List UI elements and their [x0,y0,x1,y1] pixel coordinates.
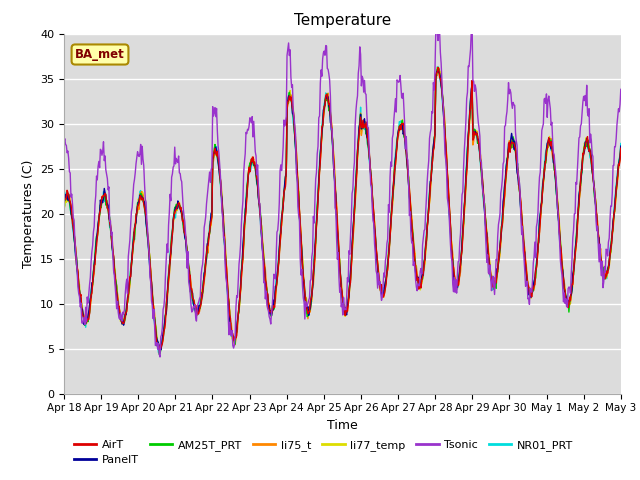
Tsonic [156,354,164,360]
Line: li77_temp: li77_temp [64,67,621,351]
NR01_PRT [411,253,419,259]
AirT [411,258,419,264]
Line: Tsonic: Tsonic [64,24,621,357]
li77_temp [60,206,68,212]
Y-axis label: Temperatures (C): Temperatures (C) [22,159,35,268]
NR01_PRT [155,350,163,356]
PanelT [157,347,164,353]
Tsonic [214,143,222,149]
AM25T_PRT [185,264,193,270]
li77_temp [617,144,625,150]
AirT [434,64,442,70]
li75_t [214,157,222,163]
li77_temp [156,348,163,354]
NR01_PRT [60,191,68,196]
Tsonic [127,209,135,215]
Tsonic [617,86,625,92]
Line: li75_t: li75_t [64,68,621,351]
PanelT [127,264,135,269]
NR01_PRT [428,171,435,177]
Title: Temperature: Temperature [294,13,391,28]
li75_t [411,249,419,255]
PanelT [70,235,78,240]
AM25T_PRT [70,232,78,238]
li77_temp [428,171,435,177]
li75_t [70,230,78,236]
AM25T_PRT [617,149,625,155]
li77_temp [127,264,135,270]
NR01_PRT [70,236,78,242]
PanelT [214,159,222,165]
Legend: AirT, PanelT, AM25T_PRT, li75_t, li77_temp, Tsonic, NR01_PRT: AirT, PanelT, AM25T_PRT, li75_t, li77_te… [70,435,577,469]
li75_t [127,262,135,268]
Tsonic [411,265,419,271]
Tsonic [185,279,193,285]
li77_temp [70,235,78,240]
AirT [70,231,78,237]
AM25T_PRT [214,158,222,164]
NR01_PRT [214,158,222,164]
NR01_PRT [434,64,442,70]
li75_t [617,150,625,156]
AirT [214,156,222,161]
AirT [60,202,68,207]
NR01_PRT [185,261,193,267]
li75_t [185,264,193,270]
li77_temp [411,250,419,256]
Line: AM25T_PRT: AM25T_PRT [64,69,621,354]
PanelT [617,143,625,149]
li75_t [156,348,164,354]
NR01_PRT [127,257,135,263]
AirT [156,347,164,352]
AM25T_PRT [435,66,443,72]
Line: NR01_PRT: NR01_PRT [64,67,621,353]
AM25T_PRT [411,256,419,262]
li75_t [428,174,435,180]
AirT [617,145,625,151]
AirT [185,264,193,270]
AM25T_PRT [428,175,435,180]
li75_t [435,65,443,71]
Tsonic [70,217,78,223]
li77_temp [433,64,441,70]
Line: AirT: AirT [64,67,621,349]
AM25T_PRT [156,351,163,357]
li75_t [60,202,68,207]
Line: PanelT: PanelT [64,71,621,350]
PanelT [411,260,419,266]
Tsonic [433,21,440,26]
X-axis label: Time: Time [327,419,358,432]
AM25T_PRT [127,262,135,268]
PanelT [185,266,193,272]
Tsonic [428,126,435,132]
li77_temp [214,156,222,162]
Tsonic [60,140,68,146]
li77_temp [185,264,193,270]
AirT [127,261,135,266]
Text: BA_met: BA_met [75,48,125,61]
AirT [428,176,435,181]
AM25T_PRT [60,201,68,206]
NR01_PRT [617,141,625,146]
PanelT [428,178,435,183]
PanelT [433,68,441,74]
PanelT [60,202,68,208]
